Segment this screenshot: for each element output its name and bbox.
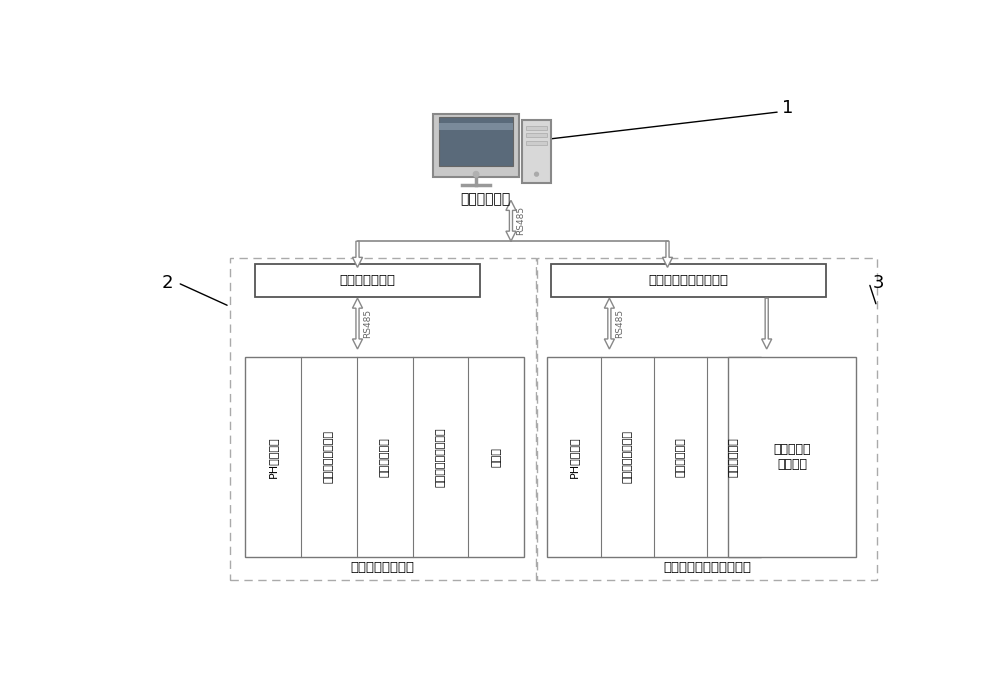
Text: 进水数据采集板: 进水数据采集板 <box>340 274 396 287</box>
Bar <box>526 133 547 137</box>
Text: 电导率检测义: 电导率检测义 <box>676 437 686 477</box>
Bar <box>526 141 547 145</box>
Bar <box>245 356 524 557</box>
Text: 加药和排污
负载模块: 加药和排污 负载模块 <box>773 443 811 471</box>
Polygon shape <box>604 298 614 349</box>
Bar <box>551 264 826 297</box>
Polygon shape <box>662 241 673 268</box>
Text: PH値检测义: PH値检测义 <box>268 436 278 477</box>
Polygon shape <box>352 241 363 268</box>
Text: 电导率检测义: 电导率检测义 <box>380 437 390 477</box>
Text: 1: 1 <box>782 99 793 117</box>
Bar <box>547 356 761 557</box>
Text: RS485: RS485 <box>363 309 372 338</box>
Bar <box>728 356 856 557</box>
Bar <box>230 258 536 580</box>
Text: 炉水数据采集及控制模块: 炉水数据采集及控制模块 <box>663 561 751 574</box>
Bar <box>537 258 877 580</box>
Text: RS485: RS485 <box>615 309 624 338</box>
Bar <box>526 126 547 129</box>
Polygon shape <box>762 298 772 349</box>
Text: 钒镁离子浓度检测义: 钒镁离子浓度检测义 <box>435 427 445 486</box>
Circle shape <box>473 171 479 177</box>
Text: 后台监控系统: 后台监控系统 <box>460 192 511 206</box>
Text: RS485: RS485 <box>517 206 526 235</box>
Bar <box>439 117 513 166</box>
Bar <box>439 123 513 129</box>
Text: 氯离子浓度检测义: 氯离子浓度检测义 <box>622 430 632 483</box>
Circle shape <box>535 172 538 176</box>
Bar <box>522 120 551 184</box>
Polygon shape <box>506 200 516 241</box>
Text: 流量计: 流量计 <box>491 447 501 466</box>
Text: 色度检测装置: 色度检测装置 <box>729 437 739 477</box>
Text: PH値检测义: PH値检测义 <box>569 436 579 477</box>
Bar <box>433 114 519 178</box>
Polygon shape <box>352 298 363 349</box>
Text: 炉水数据采集及控制板: 炉水数据采集及控制板 <box>649 274 729 287</box>
Text: 3: 3 <box>873 274 884 292</box>
Text: 氯离子浓度检测义: 氯离子浓度检测义 <box>324 430 334 483</box>
Bar <box>255 264 480 297</box>
Text: 2: 2 <box>162 274 173 292</box>
Text: 进水数据采集模块: 进水数据采集模块 <box>351 561 415 574</box>
